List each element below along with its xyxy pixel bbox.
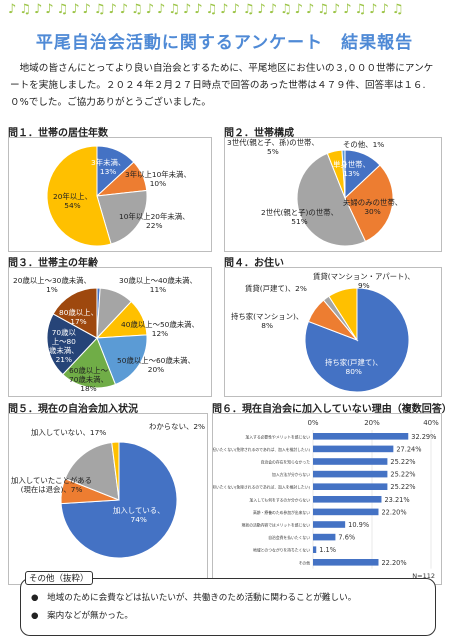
q3-label-40s: 40歳以上～50歳未満、 12% — [121, 320, 199, 338]
q1-chart-panel: 3年未満、 13% 3年以上10年未満、 10% 10年以上20年未満、 22% 20… — [8, 137, 212, 252]
q2-pie-chart — [296, 149, 394, 247]
q6-category-label: その他 — [299, 560, 311, 565]
q4-label-mansion: 持ち家(マンション)、 8% — [231, 312, 304, 330]
page-title: 平尾自治会活動に関するアンケート 結果報告 — [35, 33, 414, 53]
q5-slice-3 — [111, 441, 120, 501]
q6-tick-label: 40% — [423, 419, 439, 427]
q6-value-label: 25.22% — [390, 471, 415, 479]
q5-chart-panel: 加入している、 74% 加入していたことがある (現在は退会)、7% 加入していない… — [8, 413, 208, 585]
q6-category-label: 加入する必要性やメリットを感じない — [245, 434, 310, 439]
q5-label: 問５．現在の自治会加入状況 — [8, 404, 138, 415]
q3-pie-chart — [46, 287, 148, 389]
q6-tick-label: 20% — [364, 419, 380, 427]
q4-chart-panel: 持ち家(戸建て)、 80% 持ち家(マンション)、 8% 賃貸(戸建て)、2% 賃貸… — [224, 267, 442, 397]
q2-label-2gen: 2世代(親と子)の世帯、 51% — [261, 208, 338, 226]
music-notes-decoration: ♪♫♪♪♫♪♪♫♪♪♫♪♪♫♪♪♫♪♪♫♪♪♫♪♪♫♪♪♫♪♪♫ — [8, 2, 407, 17]
q3-label-20s: 20歳以上～30歳未満、 1% — [13, 276, 91, 294]
q1-label-over20: 20年以上、 54% — [53, 192, 92, 210]
q6-category-label: 加入しても何をするのか分からない — [250, 497, 311, 502]
q6-tick-label: 0% — [307, 419, 318, 427]
q6-value-label: 1.1% — [319, 546, 336, 554]
q3-label: 問３．世帯主の年齢 — [8, 258, 98, 269]
q2-chart-panel: 単身世帯、 13% 夫婦のみの世帯、 30% 2世代(親と子)の世帯、 51% 3世代… — [224, 137, 442, 252]
q6-label: 問６．現在自治会に加入していない理由（複数回答） — [212, 404, 449, 415]
q3-label-60s: 60歳以上～ 70歳未満、 18% — [69, 366, 108, 393]
other-comment-item: ● 地域のために会費などは払いたいが、共働きのため活動に関わることが難しい。 — [31, 593, 357, 603]
q6-category-label: 班長を担いたくない(免除されるのであれば、加入を検討したい) — [213, 447, 311, 452]
q3-label-70s: 70歳以 上～80 歳未満、 21% — [49, 328, 79, 364]
q3-slice-5 — [46, 313, 98, 376]
q6-bar — [313, 533, 336, 541]
q3-label-30s: 30歳以上～40歳未満、 11% — [119, 276, 197, 294]
other-comments-title: その他（抜粋） — [25, 571, 93, 585]
q5-label-nonmember: 加入していない、17% — [31, 428, 107, 437]
q3-label-50s: 50歳以上～60歳未満、 20% — [117, 356, 195, 374]
q1-slice-3 — [46, 145, 112, 247]
q2-slice-4 — [341, 149, 346, 199]
q1-label-3to10: 3年以上10年未満、 10% — [125, 170, 191, 188]
intro-text: 地域の皆さんにとってより良い自治会とするために、平尾地区にお住いの３,０００世帯… — [10, 63, 434, 108]
q1-slice-2 — [96, 189, 148, 245]
q5-pie-chart — [60, 441, 178, 559]
q6-value-label: 7.6% — [338, 534, 355, 542]
q6-value-label: 32.29% — [411, 433, 436, 441]
q1-label: 問１．世帯の居住年数 — [8, 128, 108, 139]
q6-bar — [313, 521, 346, 528]
q6-bar — [313, 559, 379, 566]
q4-slice-0 — [304, 287, 410, 393]
q6-value-label: 22.20% — [381, 508, 406, 516]
q6-bar — [313, 483, 388, 490]
q6-bar — [313, 470, 388, 478]
q6-n-label: N=112 — [412, 572, 435, 580]
q6-bar — [313, 445, 394, 453]
q6-bar — [313, 458, 388, 465]
q4-label-house: 持ち家(戸建て)、 80% — [325, 358, 383, 376]
q6-category-label: 輪番を担いたくない(免除されるのであれば、加入を検討したい) — [213, 485, 311, 490]
q6-bar-chart: 0% 20% 40% 加入する必要性やメリットを感じない 32.29% 班長を担いたくない… — [201, 419, 439, 580]
other-comments-box: その他（抜粋） ● 地域のために会費などは払いたいが、共働きのため活動に関わるこ… — [20, 571, 436, 636]
q3-label-80s: 80歳以上、 17% — [59, 308, 98, 326]
q6-category-label: 現状の活動内容ではメリットを感じない — [242, 523, 311, 528]
q1-label-under3: 3年未満、 13% — [91, 158, 126, 176]
q2-label-other: その他、1% — [343, 140, 385, 149]
q6-value-label: 27.24% — [396, 445, 421, 453]
q5-label-former: 加入していたことがある (現在は退会)、7% — [11, 476, 93, 494]
q4-label-rent-apartment: 賃貸(マンション・アパート)、 9% — [313, 272, 415, 290]
q2-slice-2 — [296, 152, 367, 247]
q6-category-label: 地域とのつながりを持ちたくない — [253, 548, 310, 553]
q5-label-member: 加入している、 74% — [113, 506, 165, 524]
q3-slice-6 — [52, 287, 98, 339]
q6-value-label: 25.22% — [390, 458, 415, 466]
q5-slice-2 — [64, 441, 120, 501]
q6-chart-panel: 0% 20% 40% 加入する必要性やメリットを感じない 32.29% 班長を担いたくない… — [201, 413, 442, 585]
q6-category-label: 加入方法が分からない — [272, 472, 310, 477]
q3-chart-panel: 20歳以上～30歳未満、 1% 30歳以上～40歳未満、 11% 40歳以上～50歳… — [8, 267, 212, 397]
q6-value-label: 25.22% — [390, 483, 415, 491]
q3-slice-4 — [62, 337, 117, 389]
q6-category-label: 高齢・療養のため参加が出来ない — [253, 510, 310, 515]
q6-value-label: 10.9% — [348, 521, 369, 529]
q6-bar — [313, 546, 317, 553]
q6-value-label: 22.20% — [381, 559, 406, 567]
q2-label-couple: 夫婦のみの世帯、 30% — [343, 198, 403, 216]
other-comment-item: ● 案内などが無かった。 — [31, 611, 134, 621]
q6-bar — [313, 433, 409, 440]
q5-label-unknown: わからない、2% — [149, 422, 206, 431]
q6-bar — [313, 508, 379, 516]
q2-label-3gen: 3世代(親と子、孫)の世帯、 5% — [227, 138, 319, 156]
q2-label-single: 単身世帯、 13% — [333, 160, 370, 178]
q6-bar — [313, 496, 382, 503]
q3-slice-3 — [96, 334, 148, 386]
q4-pie-chart — [304, 287, 410, 393]
q6-category-label: 自治会費を払いたくない — [268, 535, 310, 540]
q1-label-10to20: 10年以上20年未満、 22% — [119, 212, 190, 230]
q4-slice-3 — [328, 287, 358, 342]
q6-value-label: 23.21% — [384, 496, 409, 504]
q4-label-rent-house: 賃貸(戸建て)、2% — [245, 284, 307, 293]
q2-label: 問２．世帯構成 — [224, 128, 294, 139]
q1-pie-chart — [46, 145, 148, 247]
q4-label: 問４．お住い — [224, 258, 284, 269]
q6-category-label: 自治会の存在を知らなかった — [261, 460, 311, 465]
